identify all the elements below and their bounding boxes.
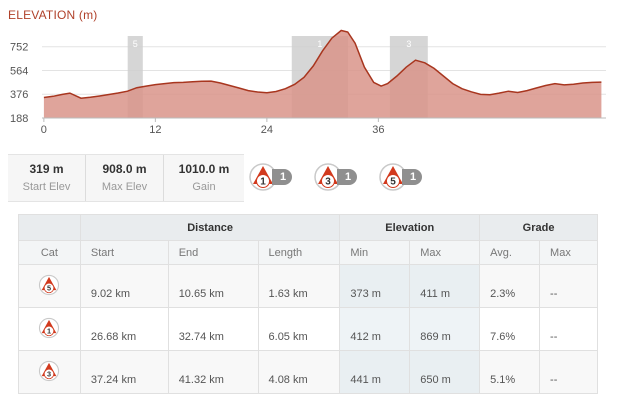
climb-highlight-label: 5	[133, 39, 138, 49]
header-blank	[18, 214, 81, 241]
col-avg[interactable]: Avg.	[479, 240, 541, 265]
climbs-table: Distance Elevation Grade Cat Start End L…	[18, 214, 598, 394]
col-length[interactable]: Length	[257, 240, 341, 265]
row-end: 10.65 km	[167, 264, 259, 308]
row-avg: 5.1%	[479, 350, 541, 394]
badge-count: 1	[337, 169, 358, 185]
row-avg: 7.6%	[479, 307, 541, 351]
y-tick-label: 752	[10, 42, 28, 54]
row-start: 26.68 km	[79, 307, 169, 351]
badge-cat-5[interactable]: 5 1	[378, 162, 426, 192]
stat-gain: 1010.0 m Gain	[164, 155, 244, 201]
badge-count: 1	[272, 169, 293, 185]
climb-cat-number: 1	[260, 177, 266, 188]
elevation-area	[43, 30, 602, 118]
row-start: 9.02 km	[79, 264, 169, 308]
y-tick-label: 188	[10, 113, 28, 125]
climb-category-summary: 1 1 3 1 5 1	[248, 162, 426, 192]
row-grade-max: --	[539, 264, 598, 308]
badge-count: 1	[402, 169, 423, 185]
row-end: 32.74 km	[167, 307, 259, 351]
stat-value: 908.0 m	[102, 162, 147, 176]
col-start[interactable]: Start	[79, 240, 169, 265]
climb-cat-icon: 3	[39, 360, 60, 381]
climb-cat-number: 5	[390, 177, 396, 188]
badge-cat-1[interactable]: 1 1	[248, 162, 296, 192]
row-max: 869 m	[409, 307, 481, 351]
row-avg: 2.3%	[479, 264, 541, 308]
stat-label: Gain	[192, 181, 216, 193]
chart-title: ELEVATION (m)	[8, 8, 98, 22]
stat-value: 319 m	[29, 162, 64, 176]
x-tick-label: 36	[372, 124, 384, 136]
col-end[interactable]: End	[167, 240, 259, 265]
row-cat: 1	[18, 307, 81, 351]
row-max: 411 m	[409, 264, 481, 308]
climb-cat-number: 5	[47, 283, 51, 292]
climb-cat-icon: 5	[39, 274, 60, 295]
row-length: 6.05 km	[257, 307, 341, 351]
climb-cat-number: 3	[325, 177, 331, 188]
climb-cat-number: 1	[47, 326, 51, 335]
table-group-header: Distance Elevation Grade	[18, 214, 598, 241]
row-start: 37.24 km	[79, 350, 169, 394]
stat-label: Start Elev	[22, 181, 71, 193]
row-cat: 3	[18, 350, 81, 394]
row-length: 4.08 km	[257, 350, 341, 394]
stat-start-elev: 319 m Start Elev	[8, 155, 86, 201]
x-tick-label: 24	[261, 124, 273, 136]
elevation-chart-svg: 5 1 3 752 564 376 188 0 12 24 36	[10, 29, 606, 136]
stat-label: Max Elev	[101, 181, 148, 193]
badge-cat-3[interactable]: 3 1	[313, 162, 361, 192]
row-min: 373 m	[339, 264, 411, 308]
col-cat[interactable]: Cat	[18, 240, 81, 265]
header-elevation: Elevation	[339, 214, 481, 241]
header-distance: Distance	[79, 214, 341, 241]
y-tick-label: 564	[10, 65, 28, 77]
climb-cat-number: 3	[47, 369, 51, 378]
climb-highlight-label: 3	[406, 39, 411, 49]
climb-cat-icon: 5	[379, 163, 407, 191]
row-length: 1.63 km	[257, 264, 341, 308]
col-grade-max[interactable]: Max	[539, 240, 598, 265]
x-tick-label: 12	[149, 124, 161, 136]
col-min[interactable]: Min	[339, 240, 411, 265]
row-max: 650 m	[409, 350, 481, 394]
summary-stats: 319 m Start Elev 908.0 m Max Elev 1010.0…	[8, 154, 244, 202]
climb-cat-icon: 3	[314, 163, 342, 191]
table-row[interactable]: 3 37.24 km 41.32 km 4.08 km 441 m 650 m …	[18, 350, 598, 394]
row-min: 441 m	[339, 350, 411, 394]
stat-value: 1010.0 m	[178, 162, 230, 176]
climb-cat-icon: 1	[249, 163, 277, 191]
stat-max-elev: 908.0 m Max Elev	[86, 155, 164, 201]
x-tick-label: 0	[41, 124, 47, 136]
elevation-line	[43, 29, 602, 99]
row-min: 412 m	[339, 307, 411, 351]
table-column-header: Cat Start End Length Min Max Avg. Max	[18, 240, 598, 265]
col-max[interactable]: Max	[409, 240, 481, 265]
climb-cat-icon: 1	[39, 317, 60, 338]
row-end: 41.32 km	[167, 350, 259, 394]
elevation-chart[interactable]: 5 1 3 752 564 376 188 0 12 24 36	[0, 24, 618, 142]
row-cat: 5	[18, 264, 81, 308]
table-row[interactable]: 5 9.02 km 10.65 km 1.63 km 373 m 411 m 2…	[18, 264, 598, 308]
row-grade-max: --	[539, 307, 598, 351]
row-grade-max: --	[539, 350, 598, 394]
climb-highlight-label: 1	[317, 39, 322, 49]
header-grade: Grade	[479, 214, 598, 241]
y-tick-label: 376	[10, 89, 28, 101]
table-row[interactable]: 1 26.68 km 32.74 km 6.05 km 412 m 869 m …	[18, 307, 598, 351]
